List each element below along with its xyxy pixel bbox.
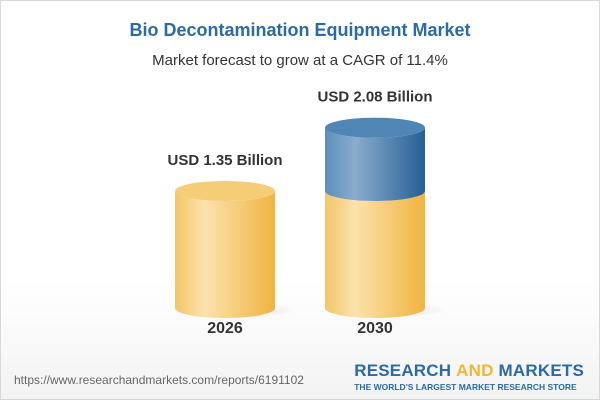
category-label: 2026 [207, 320, 243, 337]
chart-subtitle: Market forecast to grow at a CAGR of 11.… [152, 52, 448, 69]
category-label: 2030 [357, 320, 393, 337]
cylinder-growth-2030 [325, 127, 425, 201]
research-and-markets-logo: RESEARCH AND MARKETS THE WORLD'S LARGEST… [354, 361, 584, 392]
cylinder-base-2030 [325, 191, 425, 318]
cylinder-top-2030 [325, 117, 425, 138]
cylinder-top-2026 [175, 181, 275, 201]
data-label: USD 1.35 Billion [167, 152, 282, 169]
source-url[interactable]: https://www.researchandmarkets.com/repor… [14, 373, 304, 387]
cylinder-base-2026 [175, 191, 275, 318]
chart-title: Bio Decontamination Equipment Market [129, 20, 471, 40]
data-label: USD 2.08 Billion [317, 89, 432, 106]
